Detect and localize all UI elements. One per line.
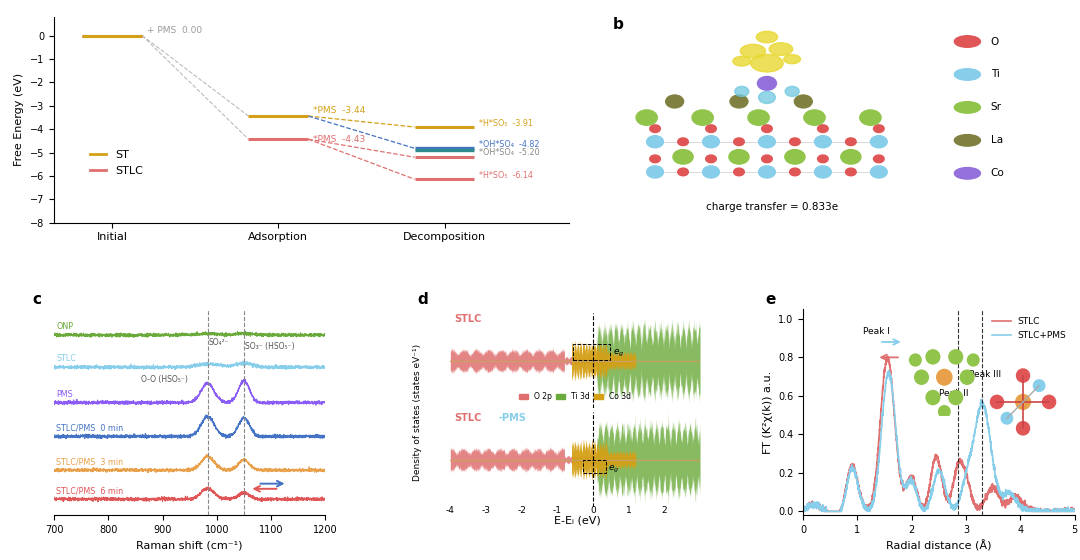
STLC+PMS [882, 367, 895, 374]
STLC+PMS [1061, 505, 1074, 511]
Line: STLC: STLC [804, 356, 1075, 511]
Text: Co: Co [990, 169, 1004, 178]
Text: Ti: Ti [990, 69, 1000, 80]
STLC [811, 501, 824, 508]
Text: La: La [990, 136, 1003, 146]
Legend: STLC, STLC+PMS: STLC, STLC+PMS [989, 314, 1070, 343]
STLC [881, 353, 894, 360]
STLC [797, 506, 810, 512]
Circle shape [955, 167, 981, 179]
Text: ONP: ONP [56, 322, 73, 331]
Text: SO₃⁻ (HSO₅⁻): SO₃⁻ (HSO₅⁻) [245, 343, 295, 352]
Text: STLC/PMS  0 min: STLC/PMS 0 min [56, 423, 123, 432]
Text: *PMS  -3.44: *PMS -3.44 [313, 106, 365, 115]
Text: STLC: STLC [56, 354, 76, 363]
Text: *OH*SO₄  -4.82: *OH*SO₄ -4.82 [480, 140, 540, 149]
Text: Peak III: Peak III [969, 370, 1001, 379]
Text: Peak II: Peak II [939, 389, 969, 398]
STLC+PMS [1068, 506, 1080, 513]
Text: STLC/PMS  3 min: STLC/PMS 3 min [56, 458, 123, 466]
Circle shape [955, 36, 981, 47]
STLC+PMS [797, 508, 810, 515]
Text: + PMS  0.00: + PMS 0.00 [147, 26, 202, 35]
STLC [1061, 506, 1074, 512]
Text: Density of states (states eV⁻¹): Density of states (states eV⁻¹) [414, 344, 422, 481]
Text: O-O (HSO₅⁻): O-O (HSO₅⁻) [140, 375, 188, 384]
STLC [921, 491, 934, 498]
STLC [1011, 492, 1024, 499]
Text: c: c [32, 292, 41, 307]
STLC [797, 508, 810, 515]
Text: SO₄²⁻: SO₄²⁻ [208, 338, 229, 347]
STLC+PMS [1011, 497, 1024, 503]
Text: b: b [613, 17, 624, 32]
Text: PMS: PMS [56, 390, 73, 399]
STLC+PMS [810, 503, 823, 510]
STLC [1061, 508, 1074, 515]
Circle shape [955, 102, 981, 113]
Text: Sr: Sr [990, 102, 1001, 113]
STLC+PMS [1061, 507, 1074, 514]
STLC [929, 451, 942, 458]
Y-axis label: FT (K²χ(k)) a.u.: FT (K²χ(k)) a.u. [762, 371, 772, 454]
Text: STLC/PMS  6 min: STLC/PMS 6 min [56, 486, 123, 495]
Legend: ST, STLC: ST, STLC [85, 146, 148, 180]
Circle shape [955, 69, 981, 80]
STLC [1068, 505, 1080, 512]
Text: *H*SO₅  -6.14: *H*SO₅ -6.14 [480, 171, 534, 180]
Text: d: d [418, 292, 429, 307]
STLC+PMS [921, 502, 934, 508]
X-axis label: Radial distance (Å): Radial distance (Å) [886, 540, 991, 552]
Text: *H*SO₅  -3.91: *H*SO₅ -3.91 [480, 119, 534, 128]
Text: O: O [990, 36, 999, 46]
Text: Peak I: Peak I [863, 327, 890, 336]
Circle shape [955, 134, 981, 146]
Line: STLC+PMS: STLC+PMS [804, 371, 1075, 511]
Text: *OH*SO₄  -5.20: *OH*SO₄ -5.20 [480, 148, 540, 157]
STLC+PMS [929, 473, 942, 480]
X-axis label: Raman shift (cm⁻¹): Raman shift (cm⁻¹) [136, 540, 243, 550]
Text: *PMS  -4.43: *PMS -4.43 [313, 135, 365, 144]
Text: charge transfer = 0.833e: charge transfer = 0.833e [705, 202, 838, 212]
Text: e: e [765, 292, 775, 307]
Y-axis label: Free Energy (eV): Free Energy (eV) [14, 73, 25, 166]
Text: E-Eᵢ (eV): E-Eᵢ (eV) [554, 515, 602, 525]
